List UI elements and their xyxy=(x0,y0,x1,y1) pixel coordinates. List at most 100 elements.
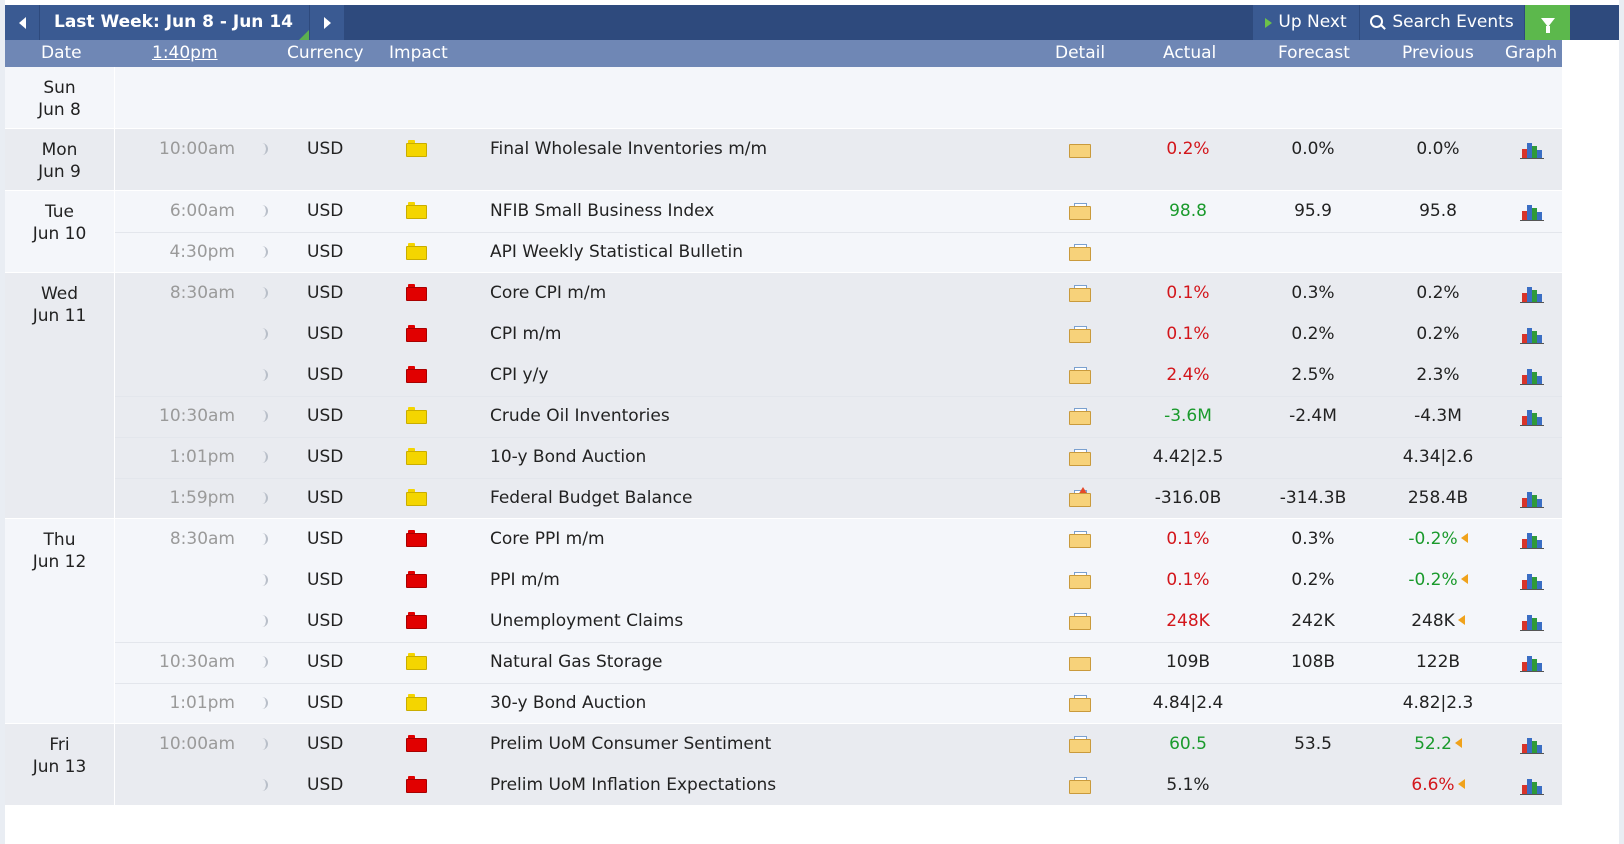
event-row[interactable]: USD CPI y/y 2.4% 2.5% 2.3% xyxy=(115,355,1562,396)
alert-bell-icon[interactable] xyxy=(257,368,271,384)
event-graph[interactable] xyxy=(1520,490,1544,508)
event-graph[interactable] xyxy=(1520,203,1544,221)
event-row[interactable]: USD PPI m/m 0.1% 0.2% -0.2% xyxy=(115,560,1562,601)
alert-bell-icon[interactable] xyxy=(257,286,271,302)
event-detail[interactable] xyxy=(1069,326,1091,343)
event-name[interactable]: Crude Oil Inventories xyxy=(490,406,670,426)
event-name[interactable]: Unemployment Claims xyxy=(490,611,684,631)
event-row[interactable]: USD CPI m/m 0.1% 0.2% 0.2% xyxy=(115,314,1562,355)
event-name[interactable]: 10-y Bond Auction xyxy=(490,447,647,467)
event-detail[interactable] xyxy=(1069,141,1091,158)
revised-marker-icon[interactable] xyxy=(1457,779,1465,789)
up-next-button[interactable]: Up Next xyxy=(1253,5,1359,40)
alert-bell-icon[interactable] xyxy=(257,573,271,589)
event-graph[interactable] xyxy=(1520,654,1544,672)
event-row[interactable]: 10:30am USD Crude Oil Inventories -3.6M -2.4… xyxy=(115,396,1562,437)
event-detail[interactable] xyxy=(1069,367,1091,384)
event-detail[interactable] xyxy=(1069,408,1091,425)
event-row[interactable]: 10:00am USD Final Wholesale Inventories m/… xyxy=(115,129,1562,170)
alert-bell-icon[interactable] xyxy=(257,142,271,158)
event-row[interactable]: USD Prelim UoM Inflation Expectations 5.1%… xyxy=(115,765,1562,806)
event-row[interactable]: 1:01pm USD 10-y Bond Auction 4.42|2.5 4.34|2… xyxy=(115,437,1562,478)
event-row[interactable]: 8:30am USD Core PPI m/m 0.1% 0.3% -0.2% xyxy=(115,519,1562,560)
alert-bell-icon[interactable] xyxy=(257,491,271,507)
event-graph[interactable] xyxy=(1520,141,1544,159)
event-name[interactable]: Prelim UoM Inflation Expectations xyxy=(490,775,777,795)
event-detail[interactable] xyxy=(1069,487,1091,507)
event-detail[interactable] xyxy=(1069,285,1091,302)
event-graph[interactable] xyxy=(1520,326,1544,344)
alert-bell-icon[interactable] xyxy=(257,327,271,343)
event-detail[interactable] xyxy=(1069,613,1091,630)
event-graph[interactable] xyxy=(1520,572,1544,590)
alert-bell-icon[interactable] xyxy=(257,409,271,425)
filter-button[interactable] xyxy=(1525,5,1570,40)
event-name[interactable]: PPI m/m xyxy=(490,570,560,590)
event-graph[interactable] xyxy=(1520,285,1544,303)
next-week-button[interactable] xyxy=(310,5,344,40)
event-graph[interactable] xyxy=(1520,777,1544,795)
revised-marker-icon[interactable] xyxy=(1460,574,1468,584)
event-name[interactable]: 30-y Bond Auction xyxy=(490,693,647,713)
alert-bell-icon[interactable] xyxy=(257,450,271,466)
event-row[interactable]: 4:30pm USD API Weekly Statistical Bulletin xyxy=(115,232,1562,273)
col-time-now[interactable]: 1:40pm xyxy=(152,43,218,63)
event-row[interactable]: USD Unemployment Claims 248K 242K 248K xyxy=(115,601,1562,642)
event-detail[interactable] xyxy=(1069,449,1091,466)
alert-bell-icon[interactable] xyxy=(257,532,271,548)
event-name[interactable]: NFIB Small Business Index xyxy=(490,201,715,221)
event-detail[interactable] xyxy=(1069,572,1091,589)
alert-bell-icon[interactable] xyxy=(257,245,271,261)
event-row[interactable]: 1:01pm USD 30-y Bond Auction 4.84|2.4 4.82|2… xyxy=(115,683,1562,724)
search-events-button[interactable]: Search Events xyxy=(1360,5,1524,40)
alert-bell-icon[interactable] xyxy=(257,696,271,712)
event-row[interactable]: 8:30am USD Core CPI m/m 0.1% 0.3% 0.2% xyxy=(115,273,1562,314)
event-name[interactable]: Federal Budget Balance xyxy=(490,488,693,508)
event-row[interactable]: 6:00am USD NFIB Small Business Index 98.8 95… xyxy=(115,191,1562,232)
high-impact-icon xyxy=(406,735,427,752)
event-name[interactable]: Core CPI m/m xyxy=(490,283,607,303)
alert-bell-icon[interactable] xyxy=(257,614,271,630)
previous-week-button[interactable] xyxy=(5,5,39,40)
event-graph[interactable] xyxy=(1520,531,1544,549)
event-currency: USD xyxy=(307,201,344,221)
revised-marker-icon[interactable] xyxy=(1454,738,1462,748)
event-impact xyxy=(406,448,427,465)
event-detail[interactable] xyxy=(1069,695,1091,712)
event-name[interactable]: Core PPI m/m xyxy=(490,529,605,549)
folder-doc-icon xyxy=(1069,285,1091,302)
event-graph[interactable] xyxy=(1520,613,1544,631)
event-row[interactable]: 10:00am USD Prelim UoM Consumer Sentiment 6… xyxy=(115,724,1562,765)
alert-bell-icon[interactable] xyxy=(257,204,271,220)
event-name[interactable]: CPI y/y xyxy=(490,365,549,385)
event-name[interactable]: Natural Gas Storage xyxy=(490,652,663,672)
event-impact xyxy=(406,612,427,629)
revised-marker-icon[interactable] xyxy=(1457,615,1465,625)
event-name[interactable]: Prelim UoM Consumer Sentiment xyxy=(490,734,772,754)
alert-bell-icon[interactable] xyxy=(257,737,271,753)
event-detail[interactable] xyxy=(1069,531,1091,548)
event-row[interactable]: 1:59pm USD Federal Budget Balance -316.0B -3… xyxy=(115,478,1562,519)
event-detail[interactable] xyxy=(1069,203,1091,220)
alert-bell-icon[interactable] xyxy=(257,655,271,671)
event-detail[interactable] xyxy=(1069,244,1091,261)
event-detail[interactable] xyxy=(1069,777,1091,794)
event-row[interactable]: 10:30am USD Natural Gas Storage 109B 108B 122… xyxy=(115,642,1562,683)
previous-value: 0.2% xyxy=(1416,324,1460,344)
event-detail[interactable] xyxy=(1069,654,1091,671)
event-name[interactable]: Final Wholesale Inventories m/m xyxy=(490,139,768,159)
revised-marker-icon[interactable] xyxy=(1460,533,1468,543)
event-detail[interactable] xyxy=(1069,736,1091,753)
bell-icon xyxy=(257,737,271,753)
event-graph[interactable] xyxy=(1520,408,1544,426)
event-graph[interactable] xyxy=(1520,736,1544,754)
previous-value: 258.4B xyxy=(1407,488,1469,508)
alert-bell-icon[interactable] xyxy=(257,778,271,794)
day-block xyxy=(5,67,1562,129)
event-name[interactable]: CPI m/m xyxy=(490,324,562,344)
event-name[interactable]: API Weekly Statistical Bulletin xyxy=(490,242,743,262)
event-graph[interactable] xyxy=(1520,367,1544,385)
event-currency: USD xyxy=(307,775,344,795)
week-selector[interactable]: Last Week: Jun 8 - Jun 14 xyxy=(40,5,309,40)
day-separator xyxy=(5,805,1562,807)
